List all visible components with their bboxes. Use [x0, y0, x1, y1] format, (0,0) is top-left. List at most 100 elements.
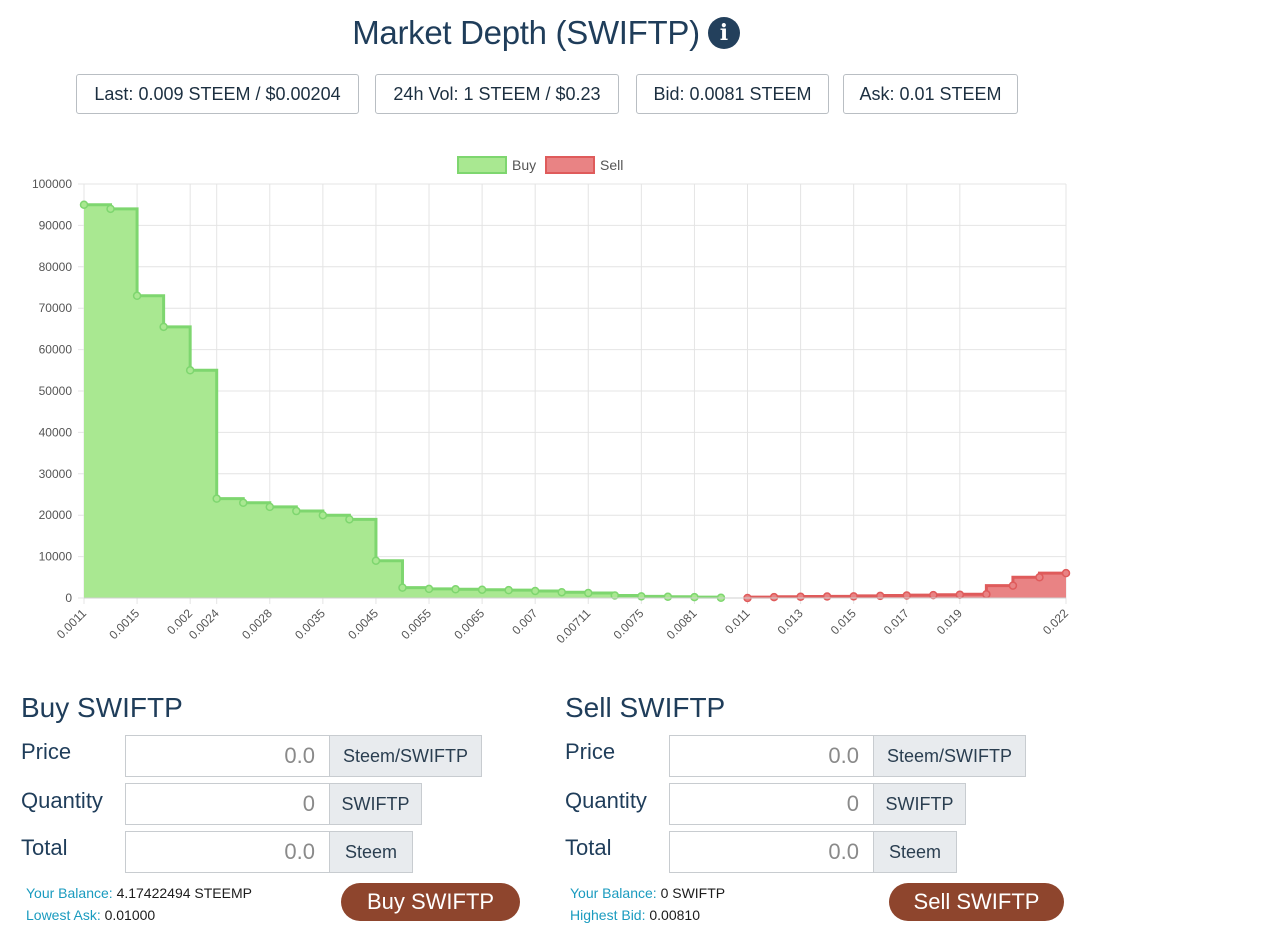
sell-point	[982, 590, 991, 599]
buy-point	[265, 502, 275, 512]
buy-balance-label[interactable]: Your Balance:	[26, 885, 113, 901]
buy-point	[690, 592, 699, 602]
sell-point	[769, 592, 779, 602]
x-tick-label: 0.0045	[345, 606, 381, 642]
sell-section-title: Sell SWIFTP	[565, 692, 726, 723]
y-tick-label: 20000	[39, 508, 73, 522]
buy-quantity-label: Quantity	[21, 788, 103, 813]
buy-point	[477, 585, 487, 594]
lowest-ask-value: 0.01000	[104, 907, 156, 923]
x-tick-label: 0.011	[722, 606, 753, 637]
x-tick-label: 0.0075	[611, 606, 647, 642]
buy-point	[663, 592, 673, 602]
sell-balance-label[interactable]: Your Balance:	[570, 885, 657, 901]
highest-bid-label[interactable]: Highest Bid:	[570, 907, 646, 923]
legend-label-buy[interactable]: Buy	[512, 157, 536, 173]
x-tick-label: 0.0081	[664, 606, 700, 642]
stat-last-value: 0.009 STEEM / $0.00204	[138, 84, 341, 104]
sell-total-input[interactable]	[669, 831, 874, 873]
stat-ask-label: Ask:	[859, 84, 895, 104]
buy-total-input[interactable]	[125, 831, 330, 873]
buy-button[interactable]: Buy SWIFTP	[341, 883, 520, 921]
stat-last: Last: 0.009 STEEM / $0.00204	[76, 74, 359, 114]
x-tick-label: 0.0028	[239, 606, 275, 642]
buy-price-label: Price	[21, 739, 72, 764]
buy-point	[106, 204, 115, 214]
buy-point	[292, 506, 301, 516]
sell-point	[1008, 581, 1018, 590]
sell-total-unit: Steem	[873, 831, 957, 873]
x-tick-label: 0.00711	[553, 606, 593, 646]
sell-balance-value: 0 SWIFTP	[660, 885, 726, 901]
sell-quantity-input[interactable]	[669, 783, 874, 825]
buy-point	[345, 515, 354, 524]
stat-bid-label: Bid:	[653, 84, 685, 104]
x-tick-label: 0.0015	[106, 606, 142, 642]
page-title-text: Market Depth (SWIFTP)	[352, 14, 700, 51]
sell-price-input[interactable]	[669, 735, 874, 777]
sell-point	[1061, 568, 1071, 578]
sell-point	[796, 592, 805, 602]
buy-point	[424, 584, 434, 594]
buy-point	[530, 586, 540, 596]
buy-point	[185, 366, 195, 375]
stat-bid: Bid: 0.0081 STEEM	[636, 74, 829, 114]
y-tick-label: 50000	[39, 384, 73, 398]
page-title: Market Depth (SWIFTP) i	[0, 14, 1092, 52]
buy-point	[159, 322, 168, 332]
sell-point	[849, 592, 858, 601]
y-tick-label: 10000	[39, 550, 73, 564]
buy-price-unit: Steem/SWIFTP	[329, 735, 482, 777]
buy-point	[132, 291, 142, 301]
buy-area	[84, 204, 721, 598]
buy-point	[584, 588, 593, 598]
y-tick-label: 100000	[32, 177, 72, 191]
sell-button[interactable]: Sell SWIFTP	[889, 883, 1064, 921]
lowest-ask-label[interactable]: Lowest Ask:	[26, 907, 101, 923]
y-tick-label: 80000	[39, 260, 73, 274]
stat-volume: 24h Vol: 1 STEEM / $0.23	[375, 74, 619, 114]
buy-point	[637, 592, 646, 601]
y-tick-label: 60000	[39, 343, 73, 357]
buy-quantity-input[interactable]	[125, 783, 330, 825]
lowest-ask: Lowest Ask: 0.01000	[26, 907, 155, 923]
stat-ask: Ask: 0.01 STEEM	[843, 74, 1018, 114]
info-circle-icon[interactable]: i	[707, 17, 740, 49]
y-tick-label: 30000	[39, 467, 73, 481]
buy-balance-value: 4.17422494 STEEMP	[116, 885, 252, 901]
buy-point	[371, 556, 381, 565]
sell-point	[955, 590, 965, 599]
legend-swatch-sell[interactable]	[545, 156, 595, 174]
sell-quantity-label: Quantity	[565, 788, 647, 813]
sell-total-label: Total	[565, 835, 612, 860]
x-tick-label: 0.0011	[54, 606, 89, 641]
x-tick-label: 0.0024	[186, 606, 222, 642]
stat-volume-label: 24h Vol:	[393, 84, 459, 104]
x-tick-label: 0.015	[828, 606, 859, 637]
x-tick-label: 0.0035	[292, 606, 328, 642]
sell-price-unit: Steem/SWIFTP	[873, 735, 1026, 777]
legend-label-sell[interactable]: Sell	[600, 157, 623, 173]
x-tick-label: 0.0065	[451, 606, 487, 642]
legend-swatch-buy[interactable]	[457, 156, 507, 174]
stat-volume-value: 1 STEEM / $0.23	[463, 84, 601, 104]
x-tick-label: 0.017	[881, 606, 912, 637]
buy-point	[610, 591, 620, 600]
buy-price-input[interactable]	[125, 735, 330, 777]
buy-point	[557, 587, 566, 597]
stat-bid-value: 0.0081 STEEM	[689, 84, 812, 104]
sell-quantity-unit: SWIFTP	[873, 783, 966, 825]
sell-point	[929, 590, 938, 600]
y-tick-label: 40000	[39, 425, 73, 439]
highest-bid-value: 0.00810	[649, 907, 700, 923]
buy-point	[504, 585, 513, 595]
highest-bid: Highest Bid: 0.00810	[570, 907, 700, 923]
sell-price-label: Price	[565, 739, 616, 764]
buy-total-unit: Steem	[329, 831, 413, 873]
x-tick-label: 0.0055	[398, 606, 434, 642]
x-tick-label: 0.019	[934, 606, 965, 637]
buy-point	[398, 583, 407, 592]
market-depth-chart[interactable]: 1000009000080000700006000050000400003000…	[0, 140, 1100, 660]
buy-total-label: Total	[21, 835, 68, 860]
sell-point	[1035, 573, 1044, 582]
